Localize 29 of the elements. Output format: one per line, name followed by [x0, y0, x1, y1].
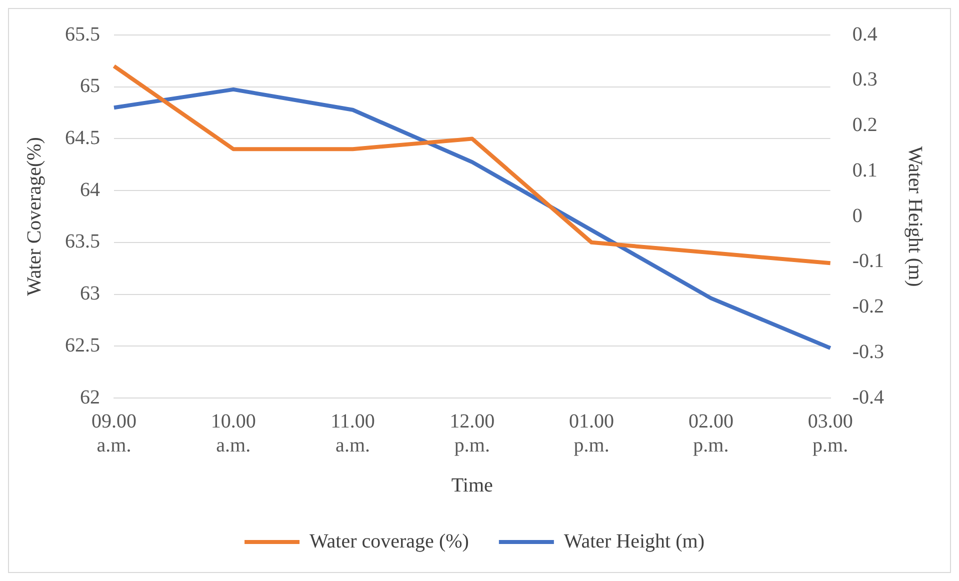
y-axis-title: Water Coverage(%) [23, 137, 46, 296]
legend-label: Water coverage (%) [310, 530, 469, 552]
y2-axis-title: Water Height (m) [904, 146, 926, 287]
y2-tick-label: 0.1 [852, 159, 878, 182]
y2-tick-label: 0.3 [852, 68, 878, 91]
x-tick-label: 09.00 a.m. [92, 410, 136, 456]
y2-tick-label: 0.2 [852, 114, 878, 136]
legend-label: Water Height (m) [564, 530, 704, 552]
x-tick-label: 03.00 p.m. [808, 410, 853, 456]
y-tick-label: 64 [80, 178, 100, 201]
y2-tick-label: -0.3 [852, 340, 884, 363]
y2-tick-label: -0.2 [852, 296, 884, 318]
y-tick-label: 65 [80, 75, 100, 98]
y-tick-label: 63.5 [65, 230, 100, 253]
y-tick-label: 64.5 [65, 126, 100, 149]
y-tick-label: 65.5 [65, 23, 100, 46]
y-tick-label: 62.5 [65, 334, 100, 356]
y-tick-label: 63 [80, 282, 100, 305]
x-tick-label: 02.00 p.m. [688, 410, 734, 456]
x-tick-label: 10.00 a.m. [210, 410, 256, 456]
y-tick-label: 62 [80, 386, 100, 408]
x-axis-title: Time [451, 474, 494, 496]
y2-tick-label: -0.1 [852, 250, 884, 272]
y2-tick-label: -0.4 [852, 386, 884, 408]
x-tick-label: 11.00 a.m. [330, 410, 375, 456]
y2-tick-label: 0 [852, 204, 862, 227]
y2-tick-label: 0.4 [852, 23, 878, 46]
x-tick-label: 12.00 p.m. [450, 410, 495, 456]
x-tick-label: 01.00 p.m. [569, 410, 614, 456]
